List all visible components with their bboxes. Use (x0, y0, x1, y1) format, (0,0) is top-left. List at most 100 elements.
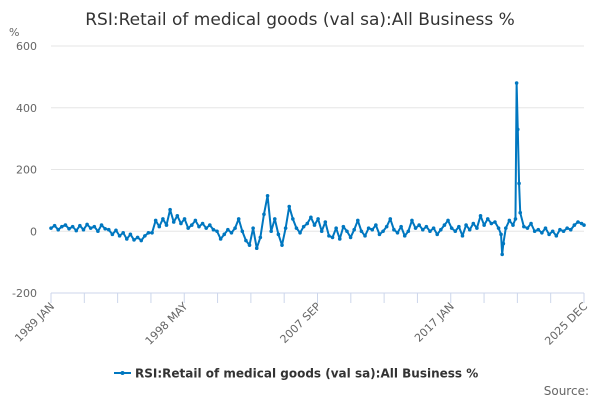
data-point (60, 224, 64, 229)
data-point (143, 234, 147, 238)
data-point (501, 241, 506, 246)
data-point (377, 232, 382, 237)
x-tick-label: 1998 MAY (143, 300, 191, 348)
data-point (244, 238, 248, 243)
data-point (258, 235, 263, 240)
data-point (475, 226, 479, 230)
data-point (236, 217, 241, 221)
data-point (478, 214, 483, 218)
data-point (323, 220, 328, 224)
data-point (204, 226, 209, 230)
data-point (525, 226, 530, 230)
data-point (189, 223, 194, 227)
data-point (345, 229, 349, 234)
data-point (146, 230, 151, 235)
data-point (493, 220, 497, 224)
data-point (388, 217, 393, 221)
data-point (413, 226, 418, 230)
data-point (67, 226, 71, 231)
data-point (114, 228, 118, 233)
data-point (428, 229, 432, 234)
data-point (500, 252, 504, 257)
data-point (341, 224, 346, 229)
data-point (503, 226, 508, 230)
data-point (352, 227, 356, 232)
data-point (52, 223, 57, 228)
data-point (124, 237, 129, 241)
series-line (50, 82, 585, 256)
data-point (182, 217, 187, 221)
y-axis-unit-label: % (9, 26, 19, 39)
data-point (110, 232, 115, 237)
data-point (424, 224, 429, 229)
data-point (582, 223, 586, 227)
data-point (565, 226, 569, 230)
data-point (399, 224, 403, 229)
y-tick-label: 200 (16, 164, 37, 177)
data-point (395, 230, 400, 235)
x-tick-label: 2007 SEP (278, 300, 324, 346)
data-point (334, 226, 338, 230)
data-point (406, 229, 411, 234)
data-point (471, 221, 476, 226)
data-point (359, 229, 364, 234)
data-point (305, 221, 310, 226)
data-point (121, 230, 125, 235)
data-point (384, 224, 389, 229)
data-point (251, 226, 255, 230)
chart-title: RSI:Retail of medical goods (val sa):All… (85, 10, 515, 30)
data-point (70, 224, 75, 229)
data-point (233, 226, 237, 230)
data-point (536, 227, 541, 232)
data-point (457, 224, 461, 229)
data-point (467, 227, 472, 232)
data-point (348, 235, 353, 240)
y-tick-label: 400 (16, 102, 37, 115)
data-point (247, 243, 252, 247)
data-point (56, 227, 61, 232)
data-point (262, 212, 266, 217)
data-point (197, 224, 201, 229)
data-point (446, 218, 450, 223)
data-point (420, 227, 425, 232)
data-point (547, 232, 551, 237)
data-point (179, 221, 183, 226)
legend-label[interactable]: RSI:Retail of medical goods (val sa):All… (135, 367, 478, 381)
data-point (168, 207, 172, 212)
data-point (517, 181, 521, 186)
data-point (309, 215, 313, 220)
data-point (561, 229, 566, 234)
data-point (442, 223, 447, 227)
data-point (356, 218, 360, 223)
data-point (511, 223, 515, 227)
data-point (135, 235, 140, 240)
data-point (265, 193, 270, 198)
data-point (431, 226, 436, 230)
data-point (272, 217, 277, 221)
source-label: Source: (544, 384, 589, 398)
y-tick-label: 600 (16, 40, 37, 53)
x-tick-label: 2017 JAN (412, 300, 457, 345)
data-point (449, 226, 454, 230)
data-point (540, 230, 544, 235)
data-point (85, 222, 89, 227)
data-point (161, 217, 165, 221)
data-point (507, 218, 512, 223)
data-point (435, 232, 440, 237)
data-point (370, 227, 375, 232)
x-tick-label: 1989 JAN (12, 300, 57, 345)
data-point (215, 229, 219, 234)
data-point (276, 232, 281, 237)
data-point (74, 228, 79, 233)
data-point (106, 227, 111, 232)
data-point (269, 229, 273, 234)
legend[interactable]: RSI:Retail of medical goods (val sa):All… (114, 367, 478, 381)
data-point (453, 229, 458, 234)
data-point (226, 227, 230, 232)
data-point (280, 243, 284, 247)
data-point (392, 227, 396, 232)
data-point (532, 229, 537, 234)
data-point (316, 217, 320, 221)
data-point (485, 217, 490, 221)
